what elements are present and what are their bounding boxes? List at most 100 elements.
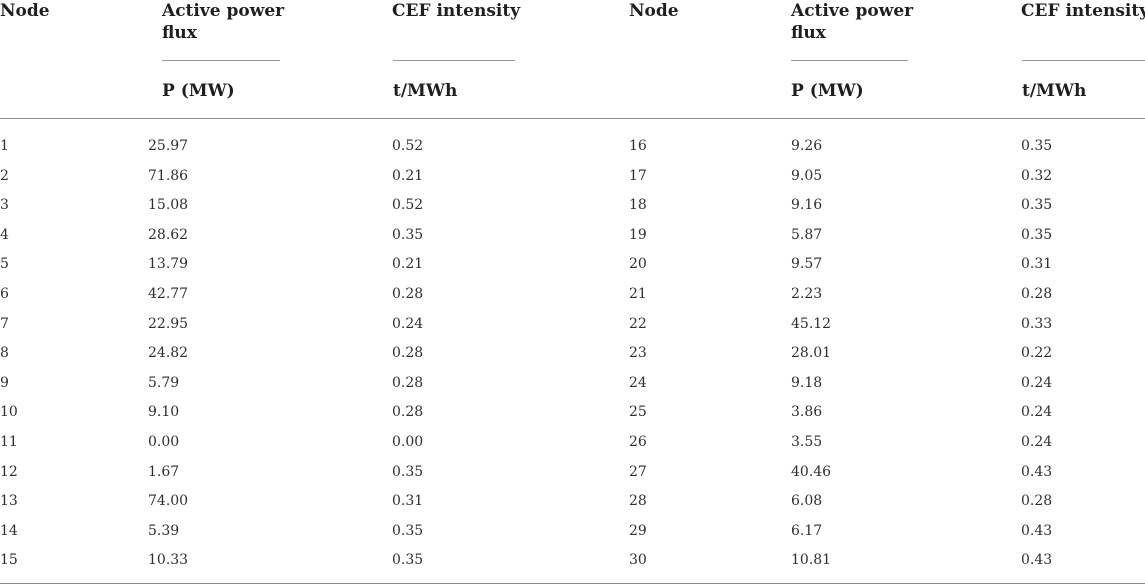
cef-cell: 0.35 <box>1021 138 1053 154</box>
node-cell: 10 <box>0 404 18 421</box>
power-cell: 10.81 <box>791 552 832 569</box>
power-cell: 71.86 <box>148 167 189 184</box>
header-cef-intensity-right: CEF intensity <box>1021 1 1145 21</box>
node-cell: 22 <box>629 315 647 332</box>
cef-cell: 0.21 <box>392 256 424 273</box>
node-cell: 1 <box>0 138 9 154</box>
power-cell: 13.79 <box>148 256 189 273</box>
power-cell: 9.05 <box>791 167 823 184</box>
cef-cell: 0.31 <box>392 493 424 510</box>
header-rule <box>0 118 1145 119</box>
cef-cell: 0.24 <box>1021 434 1053 450</box>
cef-cell: 0.52 <box>392 197 424 214</box>
cef-cell: 0.31 <box>1021 256 1053 273</box>
unit-power-left: P (MW) <box>162 81 235 101</box>
node-cell: 30 <box>629 552 647 569</box>
power-cell: 22.95 <box>148 315 189 332</box>
node-cell: 28 <box>629 493 647 510</box>
cef-cell: 0.28 <box>1021 493 1053 510</box>
header-cef-intensity-left: CEF intensity <box>392 1 521 21</box>
node-cell: 4 <box>0 226 9 243</box>
power-cell: 1.67 <box>148 463 180 480</box>
cef-cell: 0.21 <box>392 167 424 184</box>
node-cell: 21 <box>629 286 647 302</box>
power-cell: 9.26 <box>791 138 823 154</box>
power-cell: 15.08 <box>148 197 189 214</box>
node-cell: 12 <box>0 463 18 480</box>
power-cell: 5.87 <box>791 226 823 243</box>
bottom-rule <box>0 583 1145 584</box>
power-cell: 6.08 <box>791 493 823 510</box>
power-cell: 6.17 <box>791 522 823 539</box>
cef-cell: 0.43 <box>1021 522 1053 539</box>
node-cell: 14 <box>0 522 18 539</box>
node-cell: 13 <box>0 493 18 510</box>
cef-cell: 0.28 <box>392 345 424 362</box>
cef-cell: 0.32 <box>1021 167 1053 184</box>
cef-cell: 0.52 <box>392 138 424 154</box>
cef-cell: 0.33 <box>1021 315 1053 332</box>
power-cell: 0.00 <box>148 434 180 450</box>
cef-cell: 0.43 <box>1021 552 1053 569</box>
node-cell: 8 <box>0 345 9 362</box>
cef-cell: 0.00 <box>392 434 424 450</box>
power-cell: 9.18 <box>791 374 823 391</box>
unit-cef-left: t/MWh <box>393 81 458 101</box>
power-cell: 10.33 <box>148 552 189 569</box>
cef-cell: 0.35 <box>392 522 424 539</box>
node-cell: 5 <box>0 256 9 273</box>
header-underline-cef-right <box>1022 60 1145 61</box>
node-cell: 29 <box>629 522 647 539</box>
header-underline-cef-left <box>393 60 515 61</box>
power-cell: 9.10 <box>148 404 180 421</box>
unit-power-right: P (MW) <box>791 81 864 101</box>
header-active-power-flux-right: Active power flux <box>791 1 914 43</box>
node-cell: 16 <box>629 138 647 154</box>
node-cell: 19 <box>629 226 647 243</box>
power-cell: 40.46 <box>791 463 832 480</box>
power-cell: 45.12 <box>791 315 832 332</box>
node-cell: 15 <box>0 552 18 569</box>
header-underline-power-left <box>162 60 280 61</box>
cef-cell: 0.28 <box>392 374 424 391</box>
node-cell: 20 <box>629 256 647 273</box>
power-cell: 3.86 <box>791 404 823 421</box>
header-node-right: Node <box>629 1 679 21</box>
cef-cell: 0.24 <box>1021 404 1053 421</box>
cef-cell: 0.28 <box>392 404 424 421</box>
header-underline-power-right <box>791 60 908 61</box>
power-cell: 42.77 <box>148 286 189 302</box>
header-active-power-flux-left: Active power flux <box>162 1 285 43</box>
power-cell: 24.82 <box>148 345 189 362</box>
node-cell: 2 <box>0 167 9 184</box>
node-cell: 11 <box>0 434 18 450</box>
cef-cell: 0.35 <box>1021 226 1053 243</box>
power-cell: 3.55 <box>791 434 823 450</box>
node-cell: 6 <box>0 286 9 302</box>
cef-cell: 0.35 <box>392 552 424 569</box>
cef-cell: 0.35 <box>1021 197 1053 214</box>
node-cell: 3 <box>0 197 9 214</box>
power-cell: 5.39 <box>148 522 180 539</box>
node-cell: 18 <box>629 197 647 214</box>
power-cell: 9.16 <box>791 197 823 214</box>
cef-cell: 0.35 <box>392 463 424 480</box>
header-node-left: Node <box>0 1 50 21</box>
node-cell: 27 <box>629 463 647 480</box>
cef-cell: 0.28 <box>392 286 424 302</box>
node-cell: 7 <box>0 315 9 332</box>
unit-cef-right: t/MWh <box>1022 81 1087 101</box>
power-cell: 28.62 <box>148 226 189 243</box>
power-cell: 5.79 <box>148 374 180 391</box>
power-cell: 28.01 <box>791 345 832 362</box>
node-cell: 17 <box>629 167 647 184</box>
node-cell: 24 <box>629 374 647 391</box>
cef-cell: 0.28 <box>1021 286 1053 302</box>
node-cell: 23 <box>629 345 647 362</box>
cef-cell: 0.24 <box>392 315 424 332</box>
node-cell: 26 <box>629 434 647 450</box>
node-cell: 9 <box>0 374 9 391</box>
cef-cell: 0.43 <box>1021 463 1053 480</box>
node-cell: 25 <box>629 404 647 421</box>
